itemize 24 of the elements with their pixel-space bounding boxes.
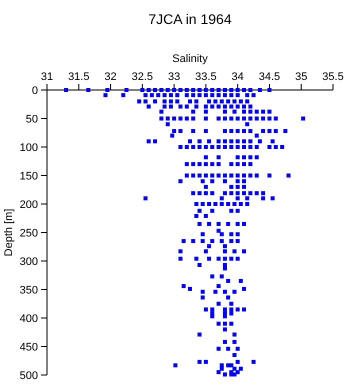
y-tick-label: 50 (26, 113, 38, 126)
x-tick-label: 33.5 (195, 71, 217, 83)
y-tick-label: 300 (20, 256, 38, 268)
x-tick-label: 35.5 (322, 71, 344, 83)
x-tick-label: 34 (232, 71, 244, 83)
x-tick-label: 31 (40, 71, 54, 83)
y-tick-label: 250 (20, 227, 38, 240)
y-tick-label: 150 (20, 170, 38, 182)
x-tick-label: 34.5 (258, 71, 280, 83)
y-tick-label: 350 (20, 284, 38, 296)
y-axis-title: Depth [m] (3, 208, 15, 256)
y-tick-label: 400 (20, 312, 38, 325)
x-tick-label: 33 (168, 71, 180, 83)
x-tick-label: 32 (104, 71, 117, 83)
y-tick-label: 100 (20, 142, 38, 154)
y-tick-label: 500 (20, 370, 38, 382)
y-tick-label: 200 (20, 198, 38, 211)
y-tick-label: 0 (32, 84, 38, 97)
x-tick-label: 31.5 (68, 71, 90, 83)
x-axis-title: Salinity (172, 53, 208, 65)
x-tick-label: 35 (295, 71, 308, 83)
y-tick-label: 450 (20, 341, 38, 354)
x-tick-label: 32.5 (132, 71, 154, 83)
chart-title: 7JCA in 1964 (148, 11, 232, 27)
